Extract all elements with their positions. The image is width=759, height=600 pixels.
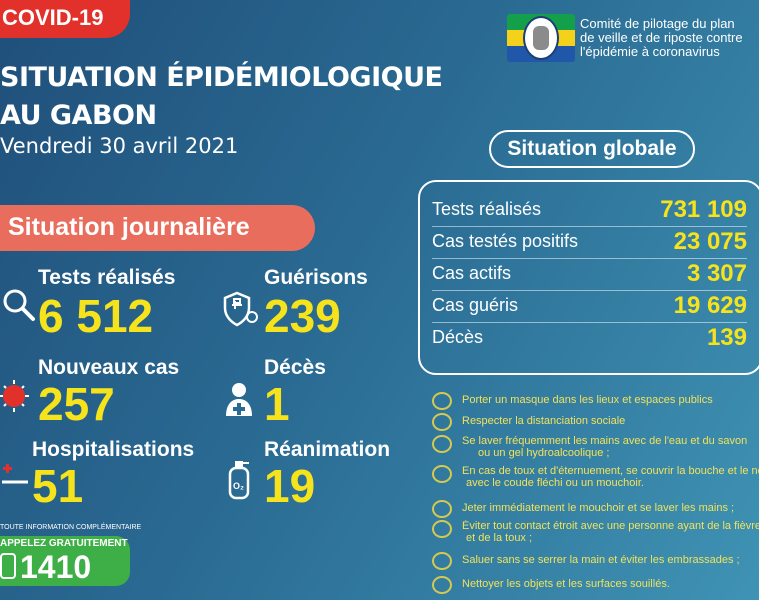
- table-row: Cas actifs 3 307: [432, 259, 747, 291]
- cleaning-icon: [432, 576, 452, 594]
- page-title-line1: SITUATION ÉPIDÉMIOLOGIQUE: [0, 62, 443, 93]
- global-row-value: 731 109: [660, 196, 747, 223]
- advice-item-clean: Nettoyer les objets et les surfaces soui…: [432, 576, 759, 594]
- report-date: Vendredi 30 avril 2021: [0, 134, 239, 158]
- committee-name: Comité de pilotage du plan de veille et …: [580, 17, 743, 59]
- daily-recoveries-label: Guérisons: [264, 266, 368, 289]
- oxygen-tank-icon: O₂: [228, 461, 250, 500]
- svg-text:O₂: O₂: [233, 481, 244, 491]
- global-row-value: 3 307: [686, 260, 747, 287]
- advice-item-distance: Respecter la distanciation sociale: [432, 413, 759, 431]
- advice-item-contact: Éviter tout contact étroit avec une pers…: [432, 520, 759, 546]
- phone-icon: [0, 553, 16, 579]
- hospital-bed-icon: [2, 464, 28, 484]
- daily-hospitalisations-label: Hospitalisations: [32, 438, 195, 461]
- hotline-box[interactable]: [0, 536, 130, 586]
- daily-deaths-label: Décès: [264, 356, 326, 379]
- shield-cross-icon: [223, 291, 258, 327]
- sneeze-icon: [432, 465, 452, 483]
- hotline-info: TOUTE INFORMATION COMPLÉMENTAIRE: [0, 524, 142, 531]
- advice-item-cough: En cas de toux et d'éternuement, se couv…: [432, 465, 759, 491]
- global-row-label: Tests réalisés: [432, 199, 542, 219]
- global-row-label: Cas guéris: [432, 295, 519, 315]
- daily-icu-value: 19: [264, 460, 316, 512]
- daily-section-title: Situation journalière: [0, 205, 315, 251]
- handshake-icon: [432, 552, 452, 570]
- page-title-line2: AU GABON: [0, 100, 157, 131]
- global-stats-table: Tests réalisés 731 109 Cas testés positi…: [418, 180, 759, 375]
- advice-item-tissue: Jeter immédiatement le mouchoir et se la…: [432, 500, 759, 518]
- daily-recoveries-value: 239: [264, 290, 341, 342]
- virus-icon: [0, 380, 29, 412]
- table-row: Tests réalisés 731 109: [432, 195, 747, 227]
- daily-tests-value: 6 512: [38, 290, 154, 342]
- table-row: Cas guéris 19 629: [432, 291, 747, 323]
- global-row-value: 19 629: [673, 292, 747, 319]
- contact-icon: [432, 520, 452, 538]
- magnifier-icon: [3, 289, 35, 321]
- daily-new-cases-value: 257: [38, 378, 115, 430]
- daily-deaths-value: 1: [264, 378, 290, 430]
- daily-new-cases-label: Nouveaux cas: [38, 356, 180, 379]
- global-row-label: Décès: [432, 327, 484, 347]
- global-row-label: Cas testés positifs: [432, 231, 579, 251]
- advice-item-wash-hands: Se laver fréquemment les mains avec de l…: [432, 435, 759, 461]
- covid-badge: COVID-19: [0, 0, 130, 38]
- hotline-number[interactable]: 1410: [20, 549, 92, 585]
- global-row-value: 23 075: [673, 228, 747, 255]
- daily-hospitalisations-value: 51: [32, 460, 84, 512]
- global-row-value: 139: [706, 324, 747, 351]
- mask-icon: [432, 392, 452, 410]
- republic-seal-icon: [523, 16, 559, 60]
- global-section-title: Situation globale: [489, 130, 695, 168]
- distance-icon: [432, 413, 452, 431]
- hand-washing-icon: [432, 435, 452, 453]
- person-cross-icon: [226, 383, 252, 416]
- global-row-label: Cas actifs: [432, 263, 512, 283]
- advice-item-mask: Porter un masque dans les lieux et espac…: [432, 392, 759, 410]
- table-row: Cas testés positifs 23 075: [432, 227, 747, 259]
- daily-tests-label: Tests réalisés: [38, 266, 176, 289]
- hotline-label: APPELEZ GRATUITEMENT: [0, 538, 128, 549]
- advice-item-greeting: Saluer sans se serrer la main et éviter …: [432, 552, 759, 570]
- tissue-icon: [432, 500, 452, 518]
- daily-icu-label: Réanimation: [264, 438, 391, 461]
- table-row: Décès 139: [432, 323, 747, 355]
